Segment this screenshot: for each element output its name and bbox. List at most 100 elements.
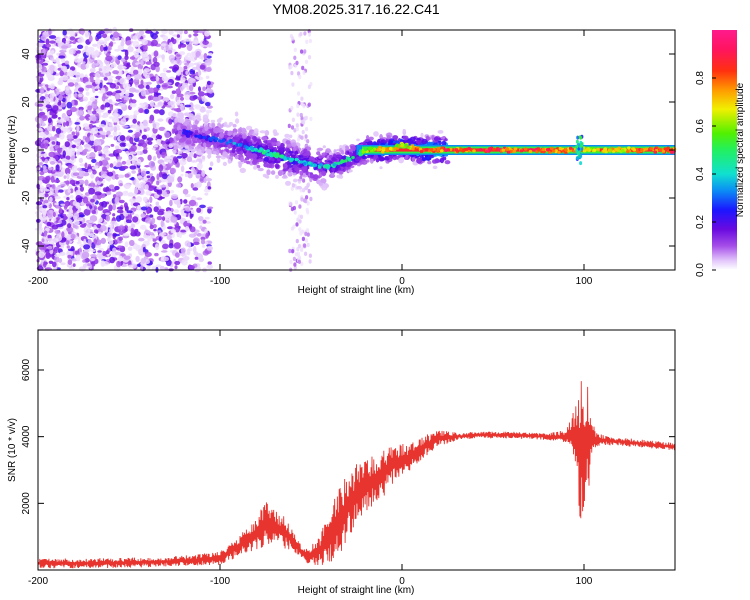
spectrogram-cell [95,185,100,188]
spectrogram-cell [145,84,150,90]
spectrogram-cell [237,128,242,134]
spectrogram-cell [62,150,66,158]
spectrogram-cell [351,155,355,160]
spectrogram-cell [301,129,305,135]
spectrogram-cell [75,72,81,78]
spectrogram-cell [44,93,50,98]
spectrogram-cell [246,125,253,131]
spectrogram-cell [442,156,447,161]
spectrogram-cell [61,97,66,103]
spectrogram-cell [179,43,187,48]
spectrogram-cell [274,163,280,169]
spectrogram-cell [119,77,126,85]
spectrogram-cell [209,161,214,167]
snr-line [37,381,676,569]
spectrogram-cell [192,241,200,246]
spectrogram-cell [151,147,156,150]
spectrogram-cell [42,165,47,170]
spectrogram-cell [129,198,137,204]
spectrogram-cell [77,62,81,68]
spectrogram-cell [309,156,315,160]
spectrogram-cell [189,102,194,110]
spectrogram-cell [44,230,48,237]
spectrogram-cell [168,243,174,249]
spectrogram-cell [104,102,110,108]
spectrogram-cell [140,170,147,177]
spectrogram-cell [177,151,183,154]
spectrogram-cell [523,147,528,151]
spectrogram-cell [204,30,211,37]
spectrogram-cell [115,191,123,197]
spectrogram-cell [241,133,247,139]
spectrogram-cell [178,233,182,239]
snr-series [37,381,676,569]
spectrogram-cell [49,112,56,116]
spectrogram-cell [295,123,299,128]
spectrogram-cell [182,135,187,141]
spectrogram-cell [37,223,42,229]
spectrogram-cell [101,159,109,166]
spectrogram-cell [63,159,70,163]
spectrogram-cell [173,209,179,214]
spectrogram-cell [294,252,298,257]
spectrogram-cell [175,88,182,95]
spectrogram-cell [107,78,113,83]
spectrogram-cell [147,140,153,145]
spectrogram-cell [189,95,197,101]
spectrogram-cell [198,86,201,92]
spectrogram-cell [197,162,203,170]
spectrogram-cell [161,84,168,88]
spectrogram-cell [169,66,175,69]
spectrogram-cell [331,167,335,172]
spectrogram-cell [65,120,70,127]
spectrogram-cell [116,260,122,268]
spectrogram-cell [259,147,263,151]
spectrogram-cell [319,163,323,167]
spectrogram-cell [125,159,131,166]
spectrogram-cell [74,122,80,125]
spectrogram-cell [369,158,374,164]
spectrogram-cell [77,38,85,43]
spectrogram-cell [186,139,192,145]
spectrogram-cell [306,139,310,144]
spectrogram-cell [94,191,102,196]
spectrogram-cell [351,145,356,152]
spectrogram-cell [109,104,114,112]
spectrogram-cell [296,112,300,117]
spectrogram-cell [207,154,212,159]
spectrogram-cell [43,153,47,158]
spectrogram-cell [118,236,123,241]
spectrogram-cell [182,128,186,132]
spectrogram-cell [290,70,294,76]
spectrogram-cell [159,232,167,236]
spectrogram-cell [163,256,170,262]
spectrogram-cell [78,170,85,178]
spectrogram-cell [344,145,350,151]
spectrogram-cell [261,143,266,147]
spectrogram-cell [199,204,206,209]
spectrogram-cell [208,52,213,56]
spectrogram-cell [305,195,309,200]
spectrogram-cell [626,150,630,154]
spectrogram-cell [182,188,189,195]
spectrogram-cell [132,216,139,223]
spectrogram-cell [416,158,421,164]
spectrogram-cell [88,35,93,43]
spectrogram-cell [113,109,119,113]
spectrogram-cell [55,38,61,44]
spectrogram-cell [65,40,70,44]
spectrogram-cell [67,223,72,229]
colorbar-label: Normalized spectral amplitude [735,82,746,217]
spectrogram-cell [79,115,85,121]
spectrogram-cell [373,131,379,137]
spectrogram-cell [148,160,155,168]
spectrogram-cell [77,59,82,63]
spectrogram-cell [124,70,129,74]
spectrogram-cell [43,187,47,190]
spectrogram-cell [653,150,658,154]
spectrogram-cell [157,197,161,201]
spectrogram-cell [123,83,131,91]
spectrogram-cell [154,252,159,257]
spectrogram-cell [77,110,84,116]
spectrogram-cell [373,154,379,160]
